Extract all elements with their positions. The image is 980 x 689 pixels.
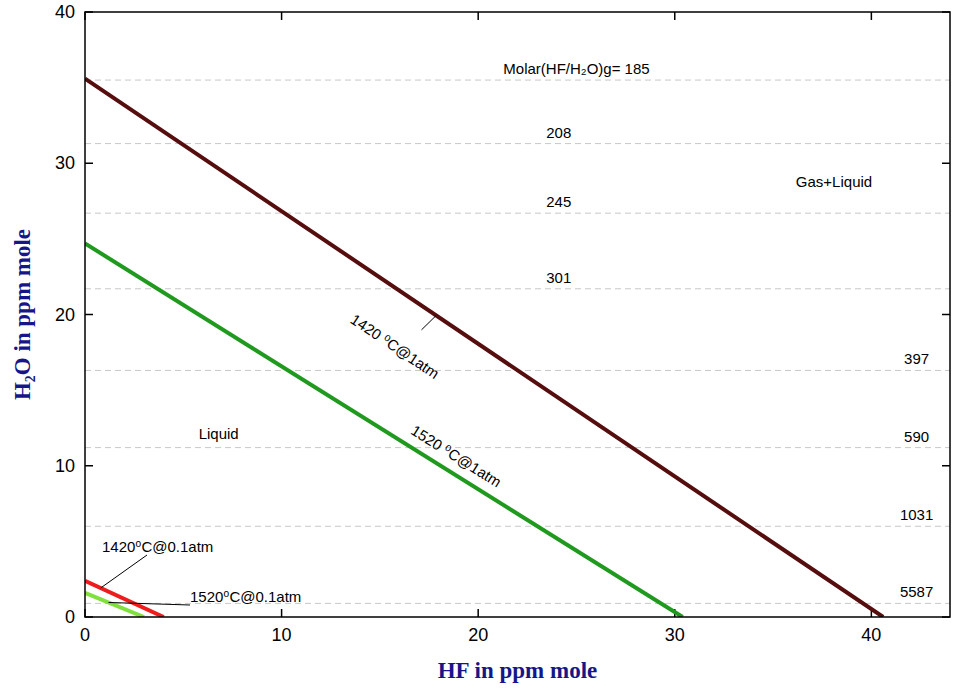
label-bg xyxy=(543,193,574,210)
series-label: 1420⁰C@0.1atm xyxy=(102,538,213,555)
region-label: Gas+Liquid xyxy=(796,173,872,190)
series-line xyxy=(85,79,883,617)
chart: Molar(HF/H₂O)g= 185 208 245 301 397 590 1031 55… xyxy=(0,0,980,689)
y-axis-label: H₂O in ppm mole xyxy=(10,229,35,400)
ratio-line xyxy=(85,447,950,448)
series-line xyxy=(85,593,144,617)
ratio-label: Molar(HF/H₂O)g= 185 xyxy=(503,60,649,77)
x-tick-top xyxy=(871,12,873,20)
ratio-line xyxy=(85,80,950,81)
ratio-label: 1031 xyxy=(900,506,933,523)
x-tick-top xyxy=(477,12,479,20)
x-tick-label: 40 xyxy=(861,625,881,645)
leader-line xyxy=(421,315,436,329)
background xyxy=(0,0,980,689)
ratio-label: 590 xyxy=(904,428,929,445)
label-bg xyxy=(897,506,936,523)
y-tick-right xyxy=(942,163,950,165)
label-bg xyxy=(897,583,936,600)
y-tick-right xyxy=(942,465,950,467)
label-bg xyxy=(543,124,574,141)
plot-frame xyxy=(85,12,950,617)
ratio-line xyxy=(85,526,950,527)
x-tick-top xyxy=(281,12,283,20)
x-tick-label: 10 xyxy=(272,625,292,645)
y-tick-label: 0 xyxy=(65,607,75,627)
series-line xyxy=(85,581,164,617)
y-tick-label: 30 xyxy=(55,153,75,173)
y-tick xyxy=(85,314,93,316)
series-group xyxy=(85,79,883,617)
x-tick-top xyxy=(674,12,676,20)
x-tick xyxy=(281,609,283,617)
ratio-line xyxy=(85,213,950,214)
y-tick xyxy=(85,465,93,467)
y-tick-label: 10 xyxy=(55,456,75,476)
label-bg xyxy=(543,269,574,286)
label-bg xyxy=(901,428,932,445)
series-line xyxy=(85,243,683,617)
region-label: Liquid xyxy=(199,425,239,442)
x-tick-label: 20 xyxy=(468,625,488,645)
leader-line xyxy=(109,602,190,605)
y-tick xyxy=(85,163,93,165)
ratio-label: 301 xyxy=(546,269,571,286)
ratio-line xyxy=(85,288,950,289)
ratio-label: 5587 xyxy=(900,583,933,600)
y-tick-right xyxy=(942,314,950,316)
ratio-label: 245 xyxy=(546,193,571,210)
x-tick-label: 30 xyxy=(665,625,685,645)
ratio-label: 208 xyxy=(546,124,571,141)
label-bg xyxy=(901,350,932,367)
ratio-label: 397 xyxy=(904,350,929,367)
leader-line xyxy=(101,555,147,588)
label-bg xyxy=(500,60,652,77)
x-tick xyxy=(477,609,479,617)
ratio-line xyxy=(85,143,950,144)
x-tick-label: 0 xyxy=(80,625,90,645)
series-label: 1420 ⁰C@1atm xyxy=(348,310,443,382)
series-label: 1520 ⁰C@1atm xyxy=(408,422,504,491)
y-tick-label: 40 xyxy=(55,2,75,22)
series-label: 1520⁰C@0.1atm xyxy=(190,588,301,605)
y-tick-label: 20 xyxy=(55,305,75,325)
x-axis-label: HF in ppm mole xyxy=(438,658,598,683)
